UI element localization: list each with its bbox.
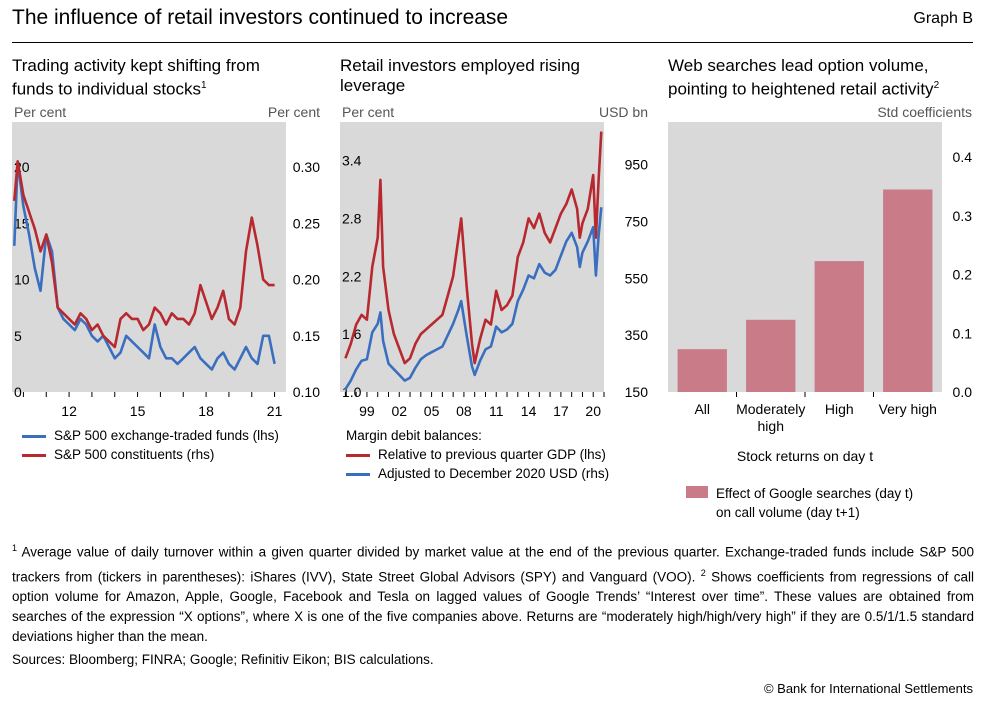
rhs-tick-label: 0.15 — [293, 328, 320, 344]
lhs-unit-label: Per cent — [14, 104, 66, 120]
panel2-chart: Per cent USD bn1.01.62.22.83.415035055075… — [340, 104, 649, 419]
panel2-legend: Margin debit balances: Relative to previ… — [346, 428, 656, 481]
rhs-tick-label: 350 — [625, 327, 649, 343]
legend-swatch-bar — [686, 486, 708, 498]
panel1-legend-item-constituents: S&P 500 constituents (rhs) — [22, 447, 322, 462]
legend-swatch-blue — [346, 472, 370, 476]
footnote-2-mark: 2 — [700, 567, 706, 578]
rhs-unit-label: USD bn — [599, 104, 648, 120]
panel1-legend: S&P 500 exchange-traded funds (lhs) S&P … — [22, 428, 322, 462]
rhs-tick-label: 550 — [625, 270, 649, 286]
panel2-legend-item-usd: Adjusted to December 2020 USD (rhs) — [346, 466, 656, 481]
legend-label: S&P 500 constituents (rhs) — [54, 447, 215, 462]
footnote-2-text: Shows coefficients from regressions of c… — [12, 569, 975, 644]
graph-label: Graph B — [913, 10, 973, 27]
legend-swatch-red — [346, 453, 370, 457]
rhs-tick-label: 0.10 — [293, 384, 320, 400]
x-category-label: Very high — [879, 401, 937, 417]
lhs-tick-label: 10 — [14, 272, 30, 288]
x-tick-label: 05 — [424, 403, 440, 419]
series-line-blue — [344, 207, 603, 390]
x-category-label: Moderately — [736, 401, 805, 417]
rhs-tick-label: 0.0 — [953, 384, 973, 400]
bar — [883, 189, 933, 392]
legend-label: Relative to previous quarter GDP (lhs) — [378, 447, 606, 462]
rhs-tick-label: 0.3 — [953, 208, 973, 224]
x-tick-label: 14 — [521, 403, 537, 419]
rhs-tick-label: 150 — [625, 384, 649, 400]
legend-label: Adjusted to December 2020 USD (rhs) — [378, 466, 610, 481]
x-tick-label: 02 — [391, 403, 407, 419]
x-category-label: All — [694, 401, 710, 417]
footnotes: 1 Average value of daily turnover within… — [12, 538, 974, 647]
panel2-legend-item-gdp: Relative to previous quarter GDP (lhs) — [346, 447, 656, 462]
x-tick-label: 15 — [130, 403, 146, 419]
x-tick-label: 20 — [585, 403, 601, 419]
rhs-tick-label: 0.2 — [953, 267, 973, 283]
rhs-unit-label: Std coefficients — [877, 104, 972, 120]
rhs-tick-label: 750 — [625, 213, 649, 229]
rhs-tick-label: 950 — [625, 157, 649, 173]
footnote-1-mark: 1 — [12, 543, 18, 553]
panel3-legend: Effect of Google searches (day t) on cal… — [686, 484, 966, 522]
x-category-label: High — [825, 401, 854, 417]
panel2-title-line1: Retail investors employed rising — [340, 56, 580, 75]
panel3-chart: Std coefficients 0.0 0.1 0.2 0.3 0.4 All Modera… — [668, 104, 973, 464]
x-tick-label: 12 — [61, 403, 77, 419]
rhs-tick-label: 0.4 — [953, 149, 973, 165]
copyright: © Bank for International Settlements — [763, 681, 973, 696]
bar — [746, 319, 796, 392]
panel3-legend-line1: Effect of Google searches (day t) — [716, 486, 914, 501]
lhs-tick-label: 5 — [14, 328, 22, 344]
lhs-tick-label: 2.8 — [342, 210, 362, 226]
bar — [814, 261, 864, 392]
rhs-unit-label: Per cent — [268, 104, 320, 120]
series-line-red — [344, 131, 603, 365]
panel1-legend-item-etf: S&P 500 exchange-traded funds (lhs) — [22, 428, 322, 443]
x-tick-label: 11 — [489, 403, 504, 419]
x-axis-title: Stock returns on day t — [737, 448, 873, 464]
panel2-legend-heading: Margin debit balances: — [346, 428, 482, 443]
x-category-label: high — [758, 418, 784, 434]
panel1-title-line1: Trading activity kept shifting from — [12, 56, 260, 75]
rhs-tick-label: 0.20 — [293, 272, 320, 288]
x-tick-label: 99 — [359, 403, 375, 419]
lhs-tick-label: 3.4 — [342, 153, 362, 169]
lhs-tick-label: 1.6 — [342, 326, 362, 342]
page-title: The influence of retail investors contin… — [12, 6, 509, 29]
legend-swatch-red — [22, 453, 46, 457]
bar — [677, 349, 727, 392]
series-line-red — [13, 160, 275, 349]
panel1-footnote-mark: 1 — [201, 80, 207, 91]
lhs-tick-label: 0 — [14, 384, 22, 400]
title-divider — [12, 42, 973, 43]
legend-label: S&P 500 exchange-traded funds (lhs) — [54, 428, 279, 443]
lhs-tick-label: 2.2 — [342, 268, 362, 284]
x-tick-label: 18 — [198, 403, 214, 419]
plot-area — [12, 122, 286, 392]
x-tick-label: 08 — [456, 403, 472, 419]
footnote-1-text: Average value of daily turnover within a… — [12, 544, 974, 585]
panel3-title-line2: pointing to heightened retail activity — [668, 79, 934, 99]
panel2-title-line2: leverage — [340, 76, 406, 95]
panel1-chart: Per cent Per cent051015200.100.150.200.25… — [12, 104, 320, 419]
rhs-tick-label: 0.1 — [953, 325, 973, 341]
panel3-legend-line2: on call volume (day t+1) — [716, 505, 860, 520]
panel2-title: Retail investors employed rising leverag… — [340, 56, 650, 96]
panel1-title: Trading activity kept shifting from fund… — [12, 56, 322, 100]
x-tick-label: 17 — [553, 403, 569, 419]
panel3-title-line1: Web searches lead option volume, — [668, 56, 929, 75]
legend-swatch-blue — [22, 434, 46, 438]
rhs-tick-label: 0.25 — [293, 215, 320, 231]
rhs-tick-label: 0.30 — [293, 159, 320, 175]
sources: Sources: Bloomberg; FINRA; Google; Refin… — [12, 652, 434, 667]
panel3-title: Web searches lead option volume, pointin… — [668, 56, 978, 100]
panel1-title-line2: funds to individual stocks — [12, 79, 201, 99]
panel3-footnote-mark: 2 — [933, 80, 940, 91]
lhs-unit-label: Per cent — [342, 104, 394, 120]
x-tick-label: 21 — [267, 403, 283, 419]
